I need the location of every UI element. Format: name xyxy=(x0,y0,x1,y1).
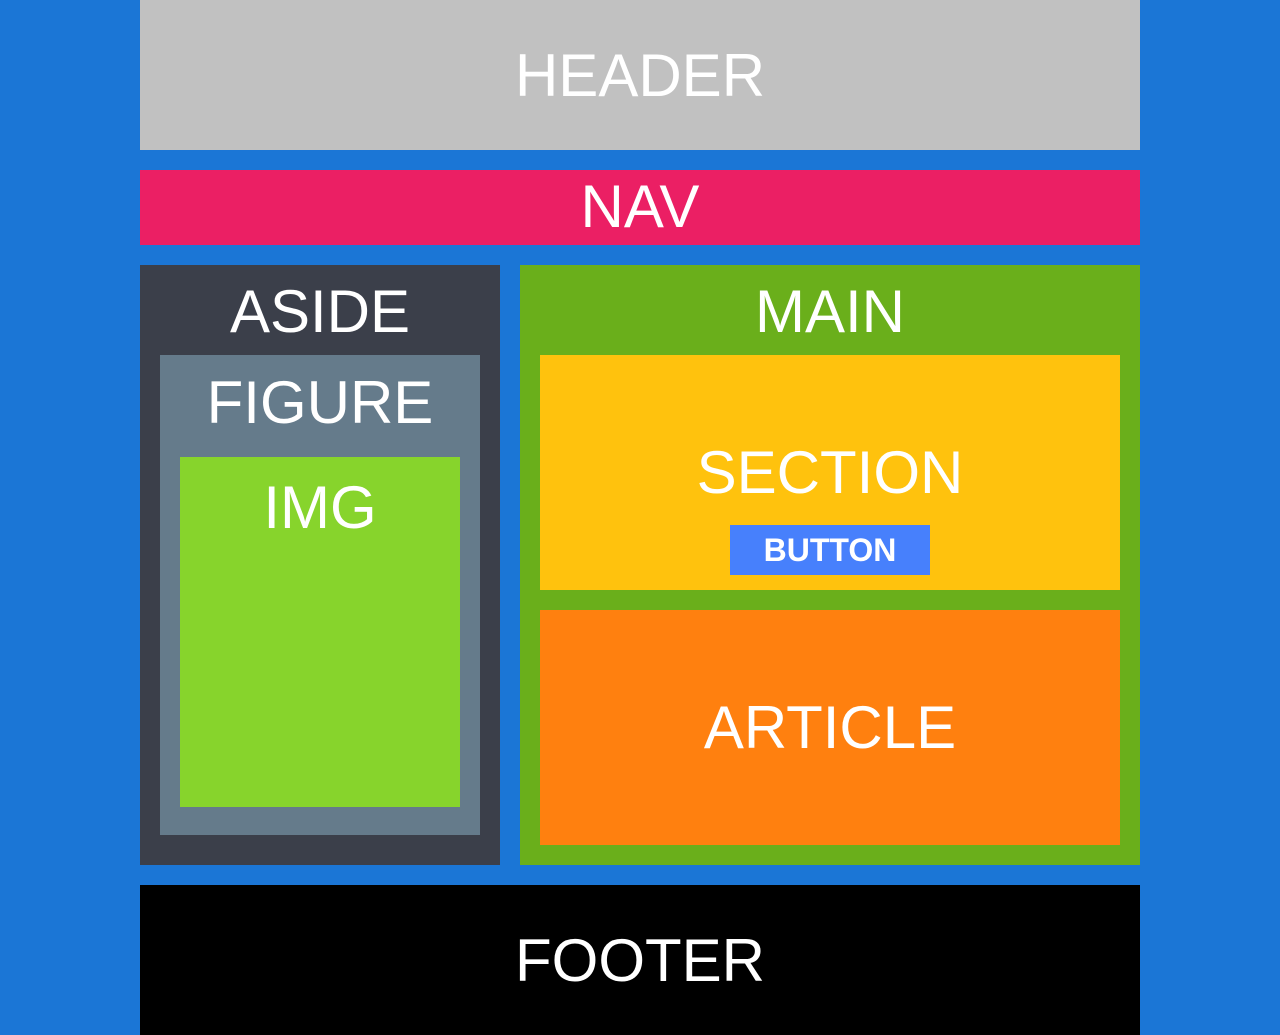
nav-block xyxy=(140,170,1140,245)
section-button[interactable]: BUTTON xyxy=(730,525,930,575)
figure-label: FIGURE xyxy=(206,369,434,436)
header-block xyxy=(140,0,1140,150)
section-label: SECTION xyxy=(696,439,964,506)
article-label: ARTICLE xyxy=(703,694,957,761)
img-label: IMG xyxy=(263,474,377,541)
img-block xyxy=(180,457,460,807)
footer-label: FOOTER xyxy=(515,927,765,994)
nav-label: NAV xyxy=(580,173,700,240)
footer-block xyxy=(140,885,1140,1035)
header-label: HEADER xyxy=(514,42,766,109)
article-block xyxy=(540,610,1120,845)
aside-label: ASIDE xyxy=(229,278,411,345)
main-label: MAIN xyxy=(755,278,905,345)
